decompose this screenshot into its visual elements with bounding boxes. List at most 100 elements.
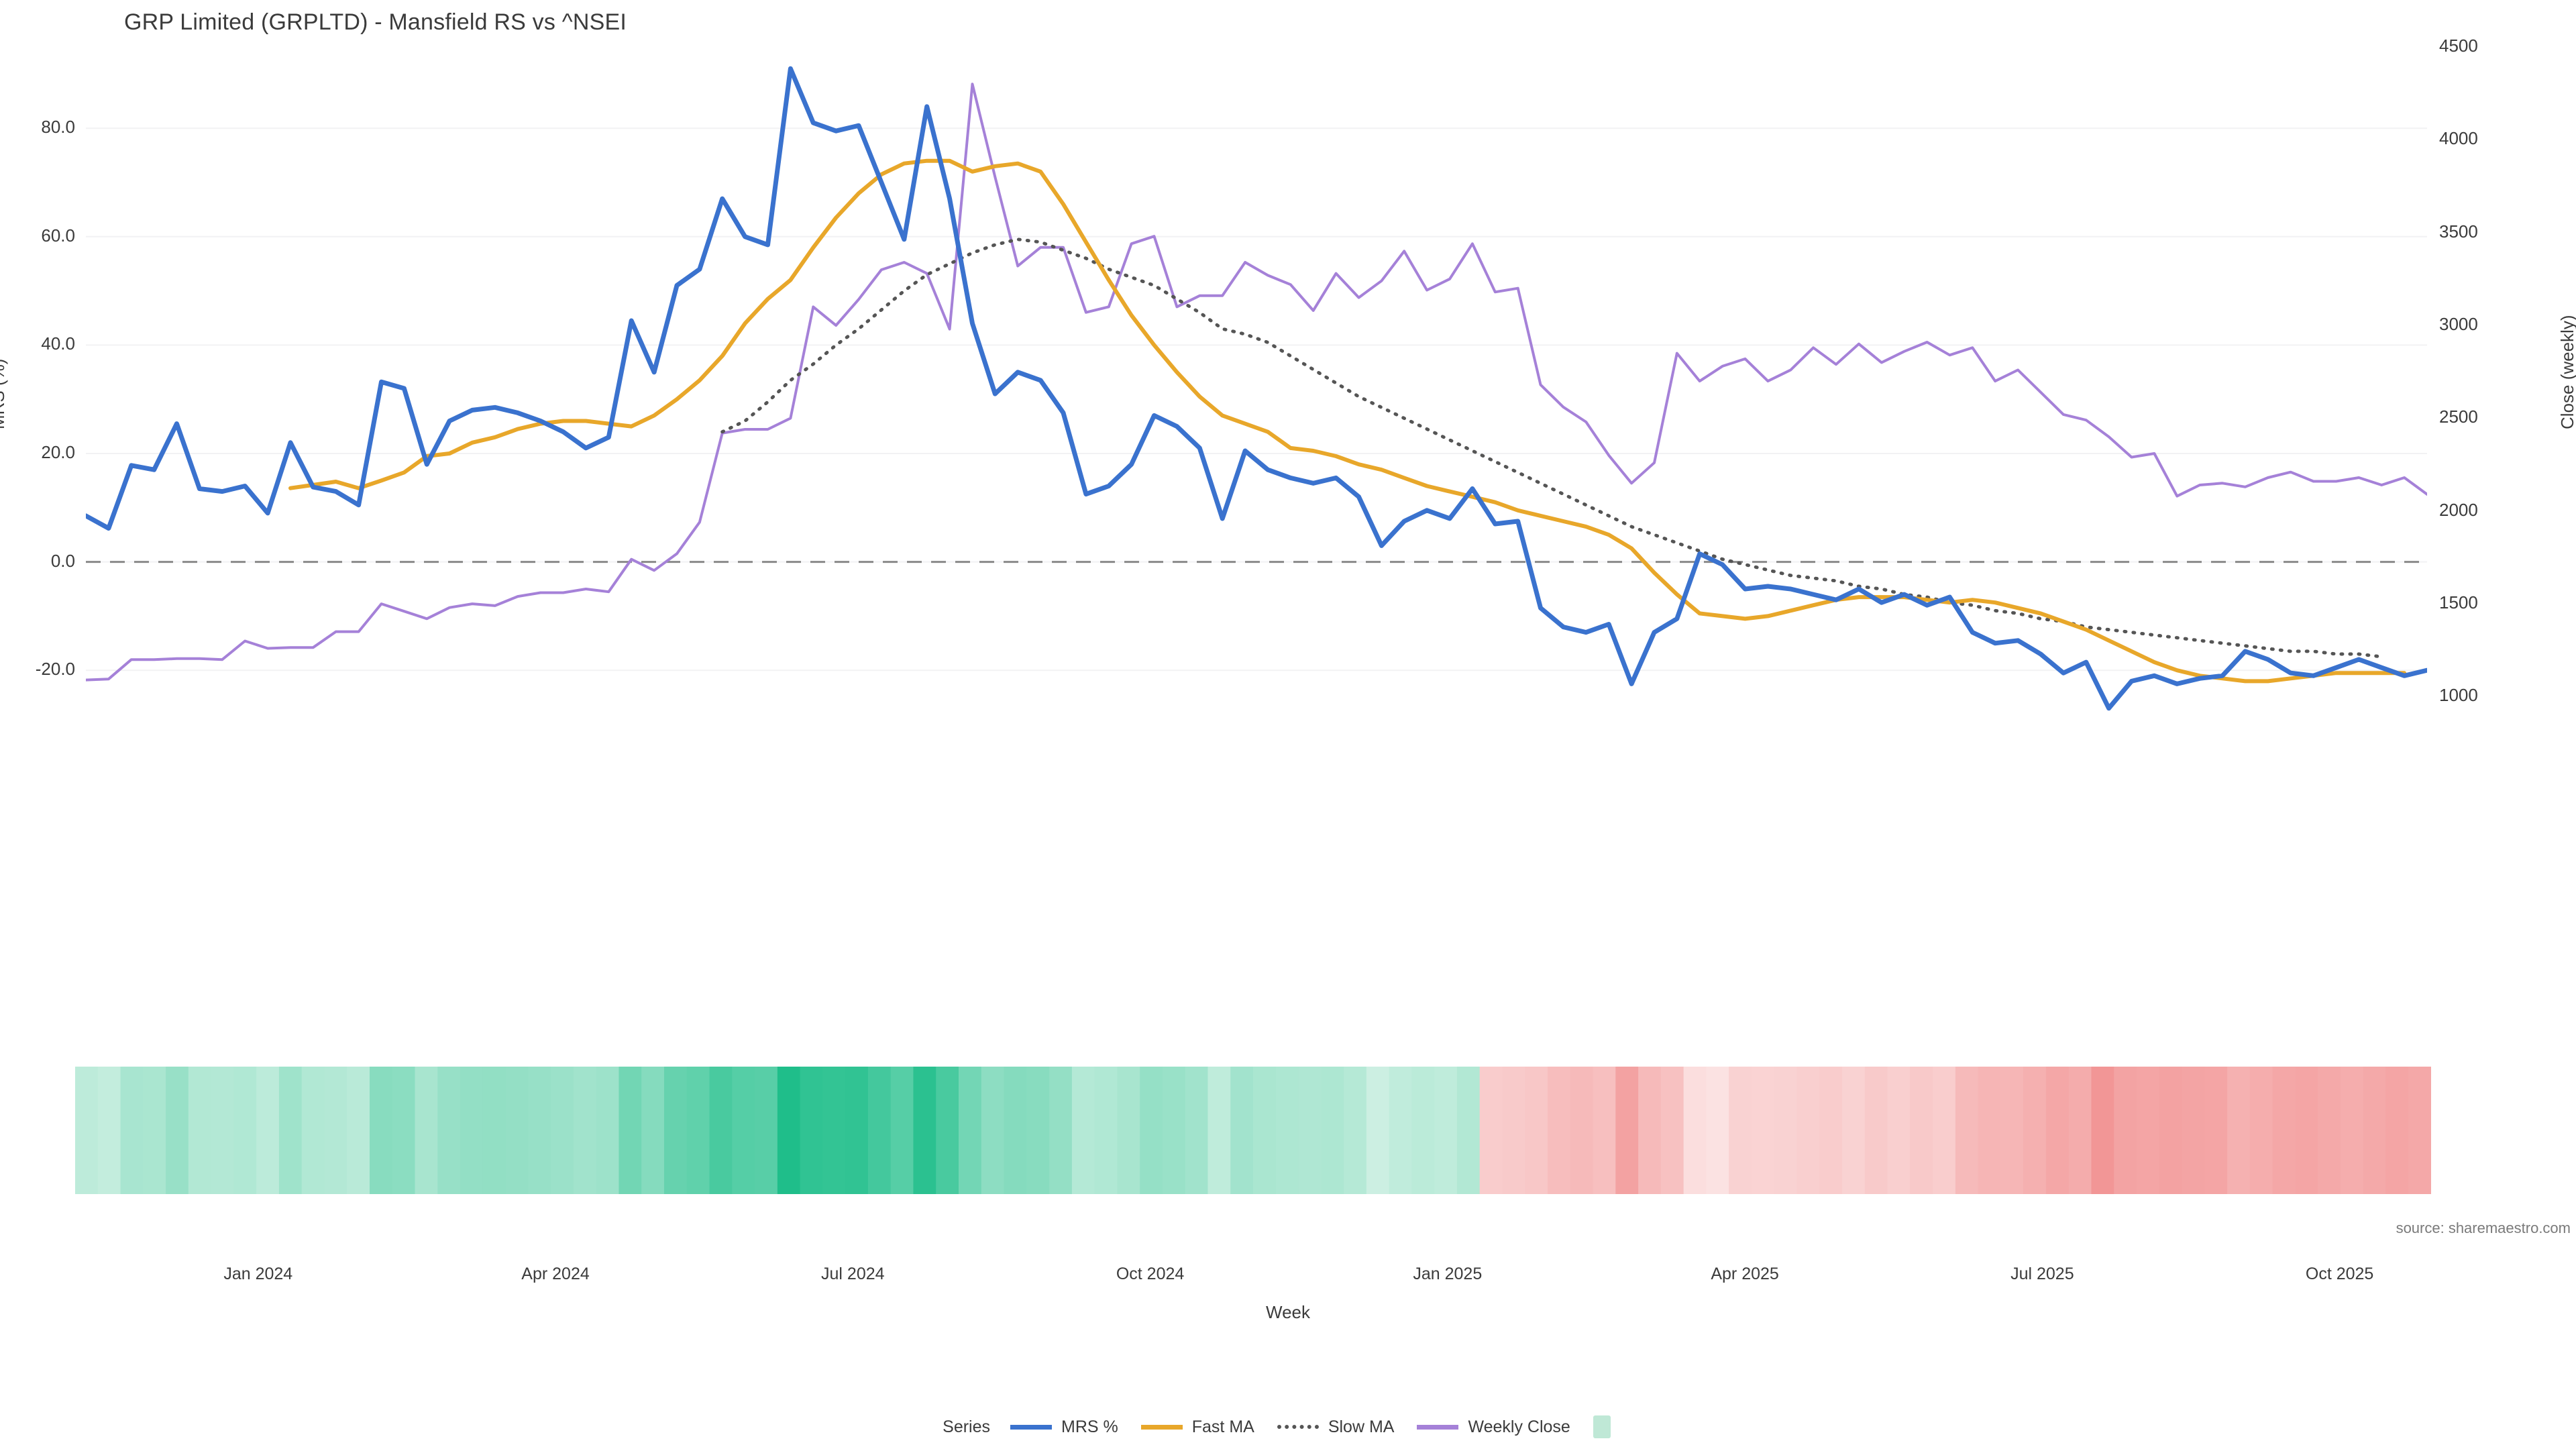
heatmap-cell (822, 1067, 846, 1194)
x-tick: Apr 2024 (521, 1265, 590, 1283)
heatmap-cell (2272, 1067, 2296, 1194)
x-tick: Oct 2025 (2305, 1265, 2374, 1283)
heatmap-cell (1751, 1067, 1775, 1194)
heatmap-cell (278, 1067, 303, 1194)
heatmap-cell (97, 1067, 121, 1194)
heatmap-cell (2408, 1067, 2431, 1194)
heatmap-cell (415, 1067, 438, 1194)
y-tick-right: 3500 (2439, 221, 2478, 241)
x-tick: Jul 2025 (2010, 1265, 2074, 1283)
heatmap-cell (845, 1067, 869, 1194)
heatmap-cell (619, 1067, 642, 1194)
heatmap-cell (2318, 1067, 2341, 1194)
heatmap-cell (2295, 1067, 2318, 1194)
chart-legend: Series MRS % Fast MA Slow MA Weekly Close (0, 1415, 2576, 1438)
heatmap-cell (211, 1067, 234, 1194)
legend-item[interactable]: Fast MA (1140, 1417, 1254, 1437)
heatmap-cell (709, 1067, 733, 1194)
heatmap-cell (936, 1067, 959, 1194)
x-tick: Jan 2024 (223, 1265, 293, 1283)
heatmap-cell (1570, 1067, 1594, 1194)
y-tick-right: 3000 (2439, 314, 2478, 335)
y-tick-left: 60.0 (41, 225, 75, 246)
heatmap-cell (1933, 1067, 1956, 1194)
source-attribution: source: sharemaestro.com (2396, 1220, 2571, 1236)
heatmap-cell (1819, 1067, 1843, 1194)
legend-item[interactable] (1593, 1415, 1611, 1438)
legend-title: Series (943, 1417, 991, 1436)
heatmap-cell (2159, 1067, 2183, 1194)
heatmap-cell (1796, 1067, 1820, 1194)
legend-item[interactable]: Weekly Close (1417, 1417, 1570, 1437)
heatmap-cell (1706, 1067, 1729, 1194)
heatmap-cell (2068, 1067, 2092, 1194)
heatmap-cell (1366, 1067, 1390, 1194)
x-tick: Apr 2025 (1711, 1265, 1779, 1283)
heatmap-cell (120, 1067, 144, 1194)
y-tick-right: 4000 (2439, 128, 2478, 149)
heatmap-cell (347, 1067, 370, 1194)
heatmap-cell (482, 1067, 506, 1194)
y-tick-right: 4500 (2439, 36, 2478, 56)
heatmap-cell (1729, 1067, 1752, 1194)
y-tick-left: 0.0 (50, 550, 75, 571)
heatmap-cell (1456, 1067, 1481, 1194)
y-tick-left: -20.0 (35, 659, 75, 680)
heatmap-cell (890, 1067, 914, 1194)
heatmap-cell (505, 1067, 529, 1194)
heatmap-cell (2227, 1067, 2251, 1194)
x-tick: Jul 2024 (821, 1265, 885, 1283)
heatmap-cell (1683, 1067, 1707, 1194)
heatmap-cell (166, 1067, 189, 1194)
series-line-slow-ma (720, 237, 2383, 659)
heatmap-cell (1344, 1067, 1367, 1194)
heatmap-cell (551, 1067, 574, 1194)
chart-plot-area (86, 47, 2427, 724)
x-axis-label: Week (1266, 1302, 1310, 1322)
heatmap-cell (1026, 1067, 1050, 1194)
heatmap-cell (1140, 1067, 1163, 1194)
heatmap-cell (1275, 1067, 1299, 1194)
heatmap-cell (2204, 1067, 2228, 1194)
legend-item[interactable]: MRS % (1010, 1417, 1118, 1437)
y-tick-left: 20.0 (41, 442, 75, 462)
legend-swatch (1277, 1425, 1319, 1429)
heatmap-cell (188, 1067, 212, 1194)
heatmap-cell (1548, 1067, 1571, 1194)
legend-label: Weekly Close (1468, 1417, 1570, 1436)
heatmap-cell (959, 1067, 982, 1194)
heatmap-cell (913, 1067, 936, 1194)
heatmap-cell (370, 1067, 393, 1194)
heatmap-cell (1955, 1067, 1979, 1194)
heatmap-cell (1230, 1067, 1254, 1194)
heatmap-cell (755, 1067, 778, 1194)
heatmap-cell (1298, 1067, 1322, 1194)
heatmap-cell (1094, 1067, 1118, 1194)
legend-label: Fast MA (1191, 1417, 1254, 1436)
legend-item[interactable]: Slow MA (1277, 1417, 1395, 1437)
heatmap-cell (2385, 1067, 2409, 1194)
heatmap-cell (596, 1067, 620, 1194)
heatmap-cell (528, 1067, 551, 1194)
heatmap-cell (2249, 1067, 2273, 1194)
heatmap-cell (75, 1067, 99, 1194)
heatmap-cell (1978, 1067, 2001, 1194)
heatmap-cell (573, 1067, 597, 1194)
chart-series-svg (86, 66, 2427, 711)
heatmap-cell (1049, 1067, 1073, 1194)
legend-swatch (1010, 1424, 1053, 1430)
legend-label: Slow MA (1328, 1417, 1395, 1436)
heatmap-cell (1253, 1067, 1277, 1194)
regime-heatmap-svg (75, 1067, 2431, 1194)
heatmap-cell (664, 1067, 688, 1194)
heatmap-cell (1774, 1067, 1798, 1194)
heatmap-cell (732, 1067, 755, 1194)
heatmap-cell (1208, 1067, 1231, 1194)
y-tick-left: 80.0 (41, 117, 75, 138)
x-tick: Jan 2025 (1413, 1265, 1483, 1283)
heatmap-cell (233, 1067, 257, 1194)
heatmap-cell (1502, 1067, 1525, 1194)
heatmap-cell (1638, 1067, 1662, 1194)
heatmap-cell (1071, 1067, 1095, 1194)
page-title: GRP Limited (GRPLTD) - Mansfield RS vs ^… (124, 9, 627, 35)
